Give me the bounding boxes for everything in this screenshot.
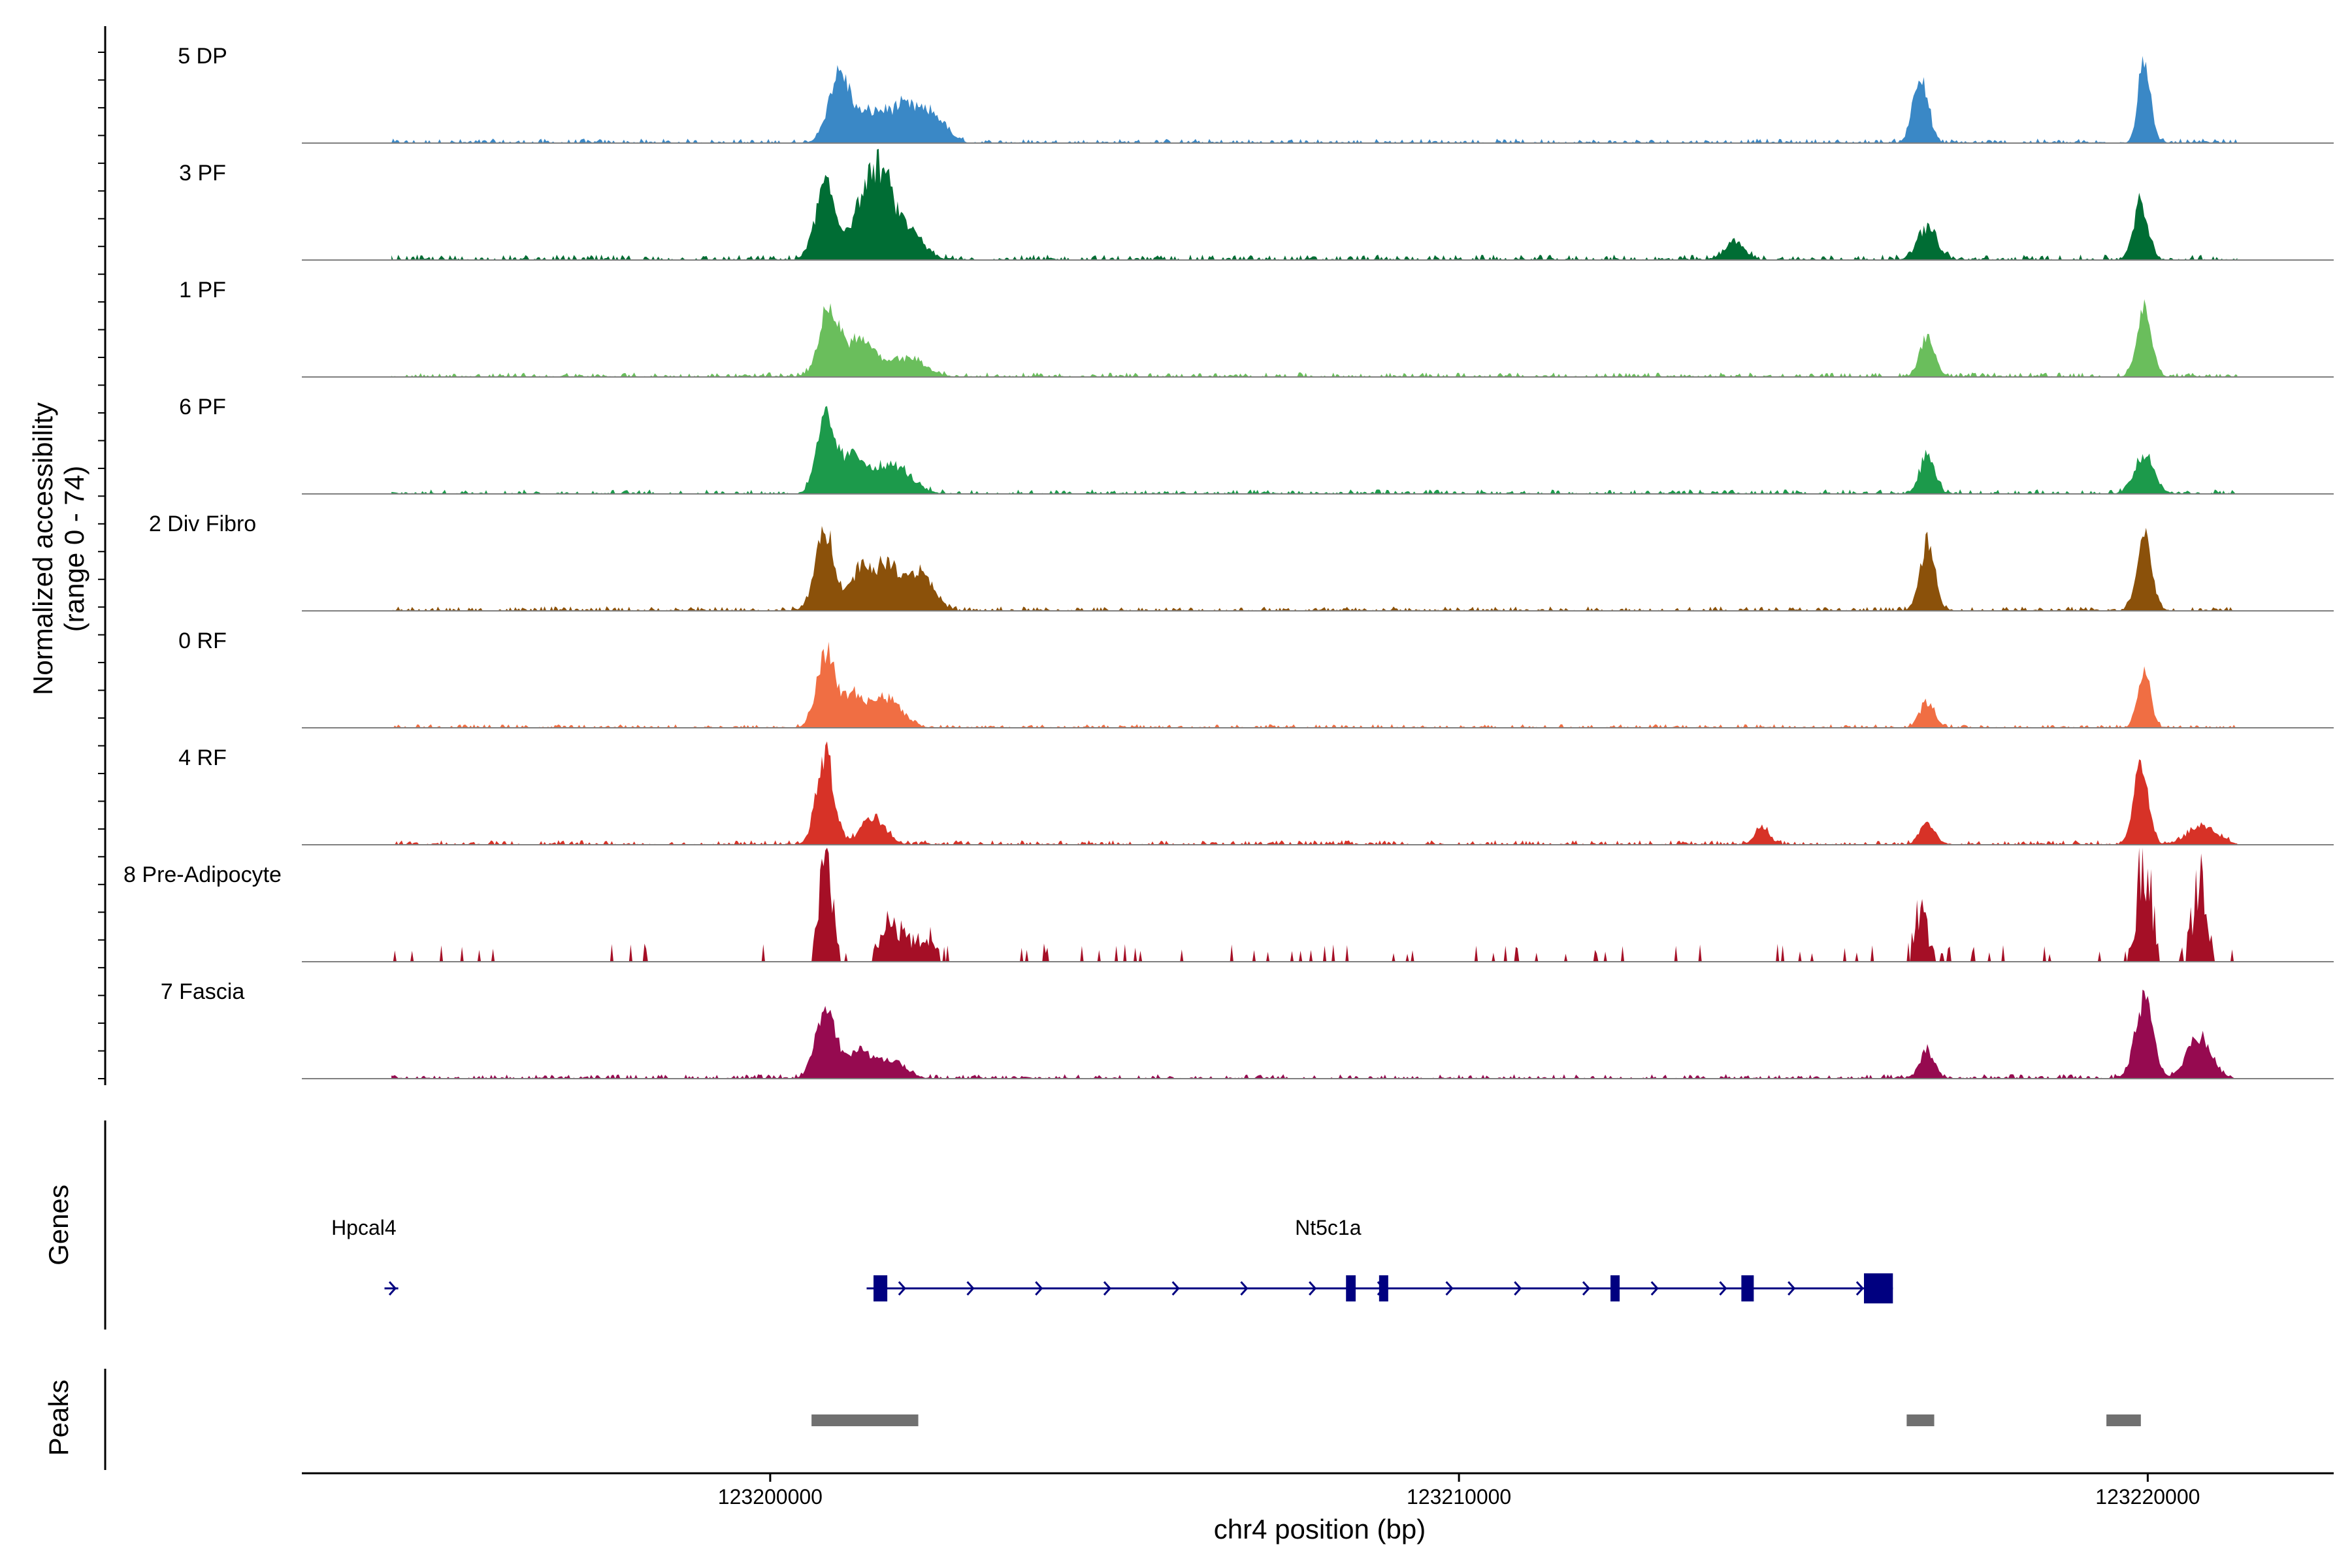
- track-label: 3 PF: [179, 161, 226, 186]
- strand-arrow-icon: [388, 1281, 397, 1296]
- track-label: 7 Fascia: [161, 979, 245, 1004]
- track-6-pf: 6 PF: [179, 395, 2334, 495]
- strand-arrow-icon: [1514, 1281, 1522, 1296]
- strand-arrow-icon: [1719, 1281, 1727, 1296]
- coverage-area: [391, 406, 2238, 494]
- track-1-pf: 1 PF: [179, 278, 2334, 378]
- track-label: 2 Div Fibro: [149, 512, 256, 536]
- strand-arrow-icon: [1582, 1281, 1591, 1296]
- peaks-axis-title: Peaks: [43, 1380, 74, 1456]
- coverage-area: [391, 148, 2238, 260]
- genes-panel: Hpcal4 Nt5c1a: [104, 1120, 1893, 1330]
- track-8-pre-adipocyte: 8 Pre-Adipocyte: [123, 847, 2334, 962]
- coverage-area: [391, 56, 2238, 143]
- x-axis: 123200000 123210000 123220000: [302, 1472, 2334, 1509]
- y-axis-title-line2: (range 0 - 74): [59, 466, 90, 632]
- coverage-area: [391, 642, 2238, 728]
- track-label: 8 Pre-Adipocyte: [123, 862, 282, 887]
- x-tick-label: 123220000: [2095, 1485, 2200, 1509]
- coverage-panel: 5 DP 3 PF 1 PF 6 PF 2 Div Fibro 0 RF 4 RF 8 Pre…: [123, 44, 2334, 1079]
- y-axis-title-line1: Normalized accessibility: [27, 402, 58, 695]
- strand-arrow-icon: [1103, 1281, 1112, 1296]
- track-label: 1 PF: [179, 278, 226, 302]
- track-label: 4 RF: [178, 745, 227, 770]
- strand-arrow-icon: [1240, 1281, 1249, 1296]
- coverage-y-axis: [98, 26, 106, 1085]
- track-5-dp: 5 DP: [178, 44, 2334, 144]
- x-tick-label: 123200000: [718, 1485, 823, 1509]
- coverage-area: [391, 526, 2238, 611]
- strand-arrow-icon: [1309, 1281, 1317, 1296]
- x-axis-title: chr4 position (bp): [1214, 1514, 1426, 1544]
- track-label: 6 PF: [179, 395, 226, 419]
- peak-region: [811, 1414, 919, 1426]
- exon: [874, 1275, 888, 1301]
- exon: [1864, 1273, 1893, 1303]
- gene-label: Hpcal4: [331, 1216, 397, 1239]
- track-2-div-fibro: 2 Div Fibro: [149, 512, 2334, 612]
- strand-arrow-icon: [1788, 1281, 1796, 1296]
- track-3-pf: 3 PF: [179, 148, 2334, 261]
- strand-arrow-icon: [1171, 1281, 1180, 1296]
- strand-arrow-icon: [1650, 1281, 1659, 1296]
- track-0-rf: 0 RF: [178, 629, 2334, 728]
- coverage-area: [391, 989, 2238, 1079]
- exon: [1346, 1275, 1356, 1301]
- track-label: 0 RF: [178, 629, 227, 653]
- peak-region: [1906, 1414, 1935, 1426]
- gene-label: Nt5c1a: [1295, 1216, 1362, 1239]
- x-tick-label: 123210000: [1407, 1485, 1511, 1509]
- track-label: 5 DP: [178, 44, 227, 69]
- gene-hpcal4: Hpcal4: [331, 1216, 399, 1296]
- strand-arrow-icon: [1855, 1281, 1864, 1296]
- peak-region: [2106, 1414, 2141, 1426]
- peaks-panel: [104, 1369, 2141, 1470]
- track-7-fascia: 7 Fascia: [161, 979, 2334, 1079]
- strand-arrow-icon: [898, 1281, 906, 1296]
- gene-nt5c1a: Nt5c1a: [866, 1216, 1893, 1303]
- genes-axis-title: Genes: [43, 1184, 74, 1266]
- strand-arrow-icon: [966, 1281, 975, 1296]
- exon: [1610, 1275, 1620, 1301]
- track-4-rf: 4 RF: [178, 741, 2334, 845]
- strand-arrow-icon: [1445, 1281, 1454, 1296]
- exon: [1379, 1275, 1388, 1301]
- strand-arrow-icon: [1035, 1281, 1043, 1296]
- exon: [1741, 1275, 1754, 1301]
- coverage-area: [391, 299, 2238, 377]
